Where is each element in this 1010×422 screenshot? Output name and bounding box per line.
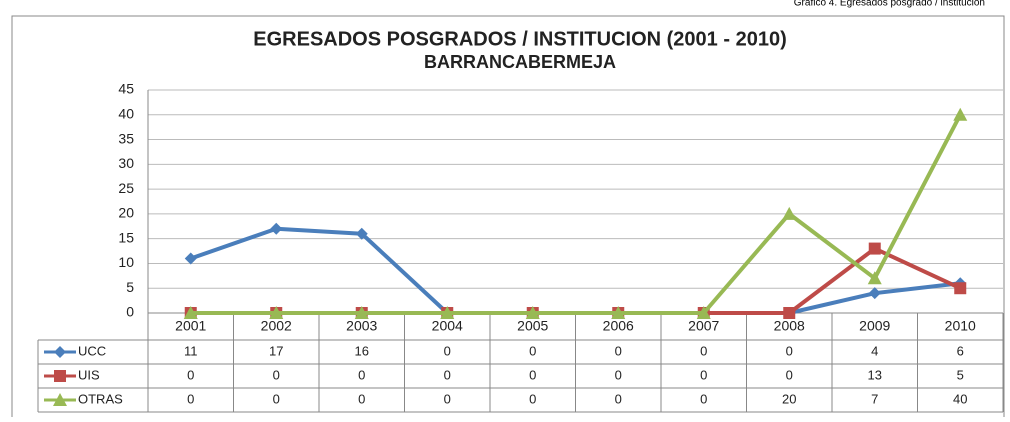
legend-marker <box>54 346 66 358</box>
y-tick-label: 0 <box>126 304 134 320</box>
point <box>696 306 711 319</box>
point <box>611 306 626 319</box>
y-tick-label: 45 <box>118 81 134 97</box>
point <box>868 287 881 300</box>
y-tick-label: 25 <box>118 180 134 196</box>
legend-marker <box>53 393 67 406</box>
legend-label: OTRAS <box>78 391 123 406</box>
x-tick-label: 2004 <box>432 318 463 334</box>
x-tick-label: 2001 <box>175 318 206 334</box>
table-value: 0 <box>187 367 194 382</box>
y-tick-label: 5 <box>126 279 134 295</box>
table-value: 0 <box>529 343 536 358</box>
table-value: 0 <box>529 367 536 382</box>
point <box>183 306 198 319</box>
caption: Grafico 4. Egresados posgrado / instituc… <box>794 0 985 9</box>
x-tick-label: 2010 <box>945 318 976 334</box>
table-value: 0 <box>786 343 793 358</box>
point <box>954 282 967 295</box>
chart-title: EGRESADOS POSGRADOS / INSTITUCION (2001 … <box>253 28 786 50</box>
x-tick-label: 2006 <box>603 318 634 334</box>
point <box>270 222 283 235</box>
series-line <box>190 113 963 315</box>
table-value: 17 <box>269 343 283 358</box>
table-value: 11 <box>184 343 198 358</box>
y-tick-label: 20 <box>118 205 134 221</box>
y-tick-label: 15 <box>118 229 134 245</box>
table-value: 0 <box>615 343 622 358</box>
table-value: 40 <box>953 391 967 406</box>
point <box>783 307 796 319</box>
table-value: 4 <box>871 343 878 358</box>
x-tick-label: 2008 <box>774 318 805 334</box>
legend-label: UCC <box>78 343 106 358</box>
y-tick-label: 30 <box>118 155 134 171</box>
y-tick-label: 40 <box>118 105 134 121</box>
point <box>868 242 881 255</box>
chart-border <box>11 15 1005 422</box>
table-value: 20 <box>782 391 796 406</box>
x-tick-label: 2007 <box>688 318 719 334</box>
point <box>782 206 797 220</box>
point <box>867 271 882 285</box>
table-value: 16 <box>355 343 369 358</box>
y-tick-label: 10 <box>118 254 134 270</box>
point <box>184 252 197 265</box>
point <box>354 306 369 319</box>
table-value: 0 <box>358 391 365 406</box>
table-value: 0 <box>615 391 622 406</box>
table-value: 0 <box>187 391 194 406</box>
table-value: 0 <box>786 367 793 382</box>
legend-marker <box>54 370 66 382</box>
table-value: 0 <box>273 391 280 406</box>
table-value: 13 <box>868 367 882 382</box>
point <box>440 306 455 319</box>
table-value: 0 <box>273 367 280 382</box>
point <box>269 306 284 319</box>
table-value: 0 <box>700 391 707 406</box>
point <box>953 107 968 121</box>
table-value: 0 <box>615 367 622 382</box>
legend-label: UIS <box>78 367 100 382</box>
chart-subtitle: BARRANCABERMEJA <box>424 52 616 72</box>
table-value: 6 <box>957 343 964 358</box>
point <box>355 227 368 240</box>
table-value: 0 <box>358 367 365 382</box>
table-value: 5 <box>957 367 964 382</box>
x-tick-label: 2002 <box>261 318 292 334</box>
table-value: 0 <box>700 343 707 358</box>
table-value: 0 <box>529 391 536 406</box>
x-tick-label: 2003 <box>346 318 377 334</box>
table-value: 0 <box>444 343 451 358</box>
table-value: 7 <box>871 391 878 406</box>
x-tick-label: 2005 <box>517 318 548 334</box>
table-value: 0 <box>700 367 707 382</box>
point <box>525 306 540 319</box>
table-value: 0 <box>444 367 451 382</box>
table-value: 0 <box>444 391 451 406</box>
y-tick-label: 35 <box>118 130 134 146</box>
x-tick-label: 2009 <box>859 318 890 334</box>
